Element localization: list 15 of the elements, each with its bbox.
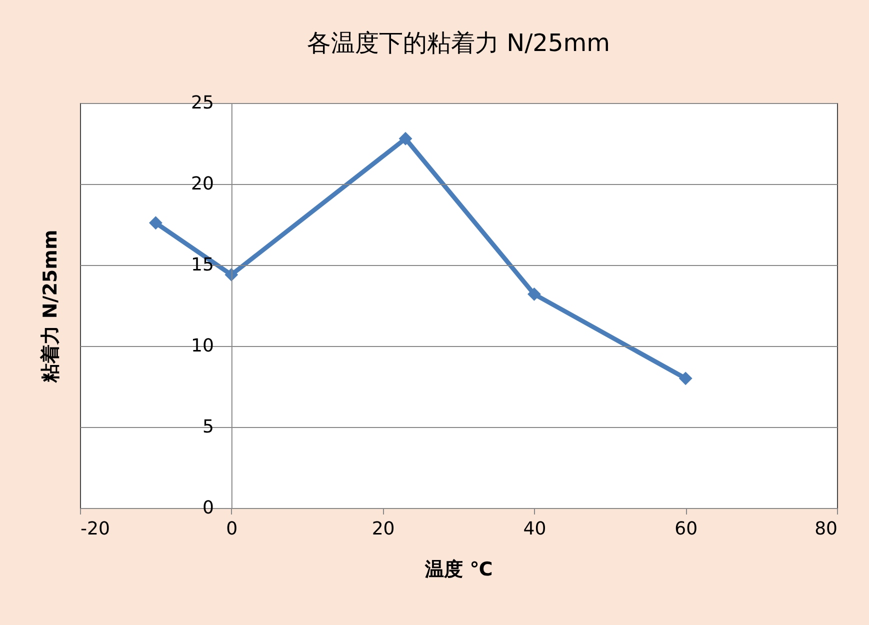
y-tick-label: 5	[202, 416, 214, 438]
y-tick-label: 10	[190, 336, 214, 356]
x-axis-title: 温度 ℃	[424, 558, 493, 580]
y-tick-label: 20	[190, 174, 214, 194]
x-tick-label: 20	[372, 518, 395, 540]
y-tick-label: 25	[190, 92, 214, 114]
x-tick-label: -20	[80, 518, 110, 540]
y-tick-label: 0	[202, 498, 214, 518]
chart-title: 各温度下的粘着力 N/25mm	[307, 29, 610, 57]
x-tick-label: 80	[814, 518, 838, 540]
y-tick-label: 15	[190, 254, 214, 276]
x-tick-label: 0	[226, 518, 238, 540]
y-axis-title: 粘着力 N/25mm	[40, 230, 62, 384]
x-tick-label: 40	[523, 518, 546, 540]
x-tick-label: 60	[674, 518, 698, 540]
